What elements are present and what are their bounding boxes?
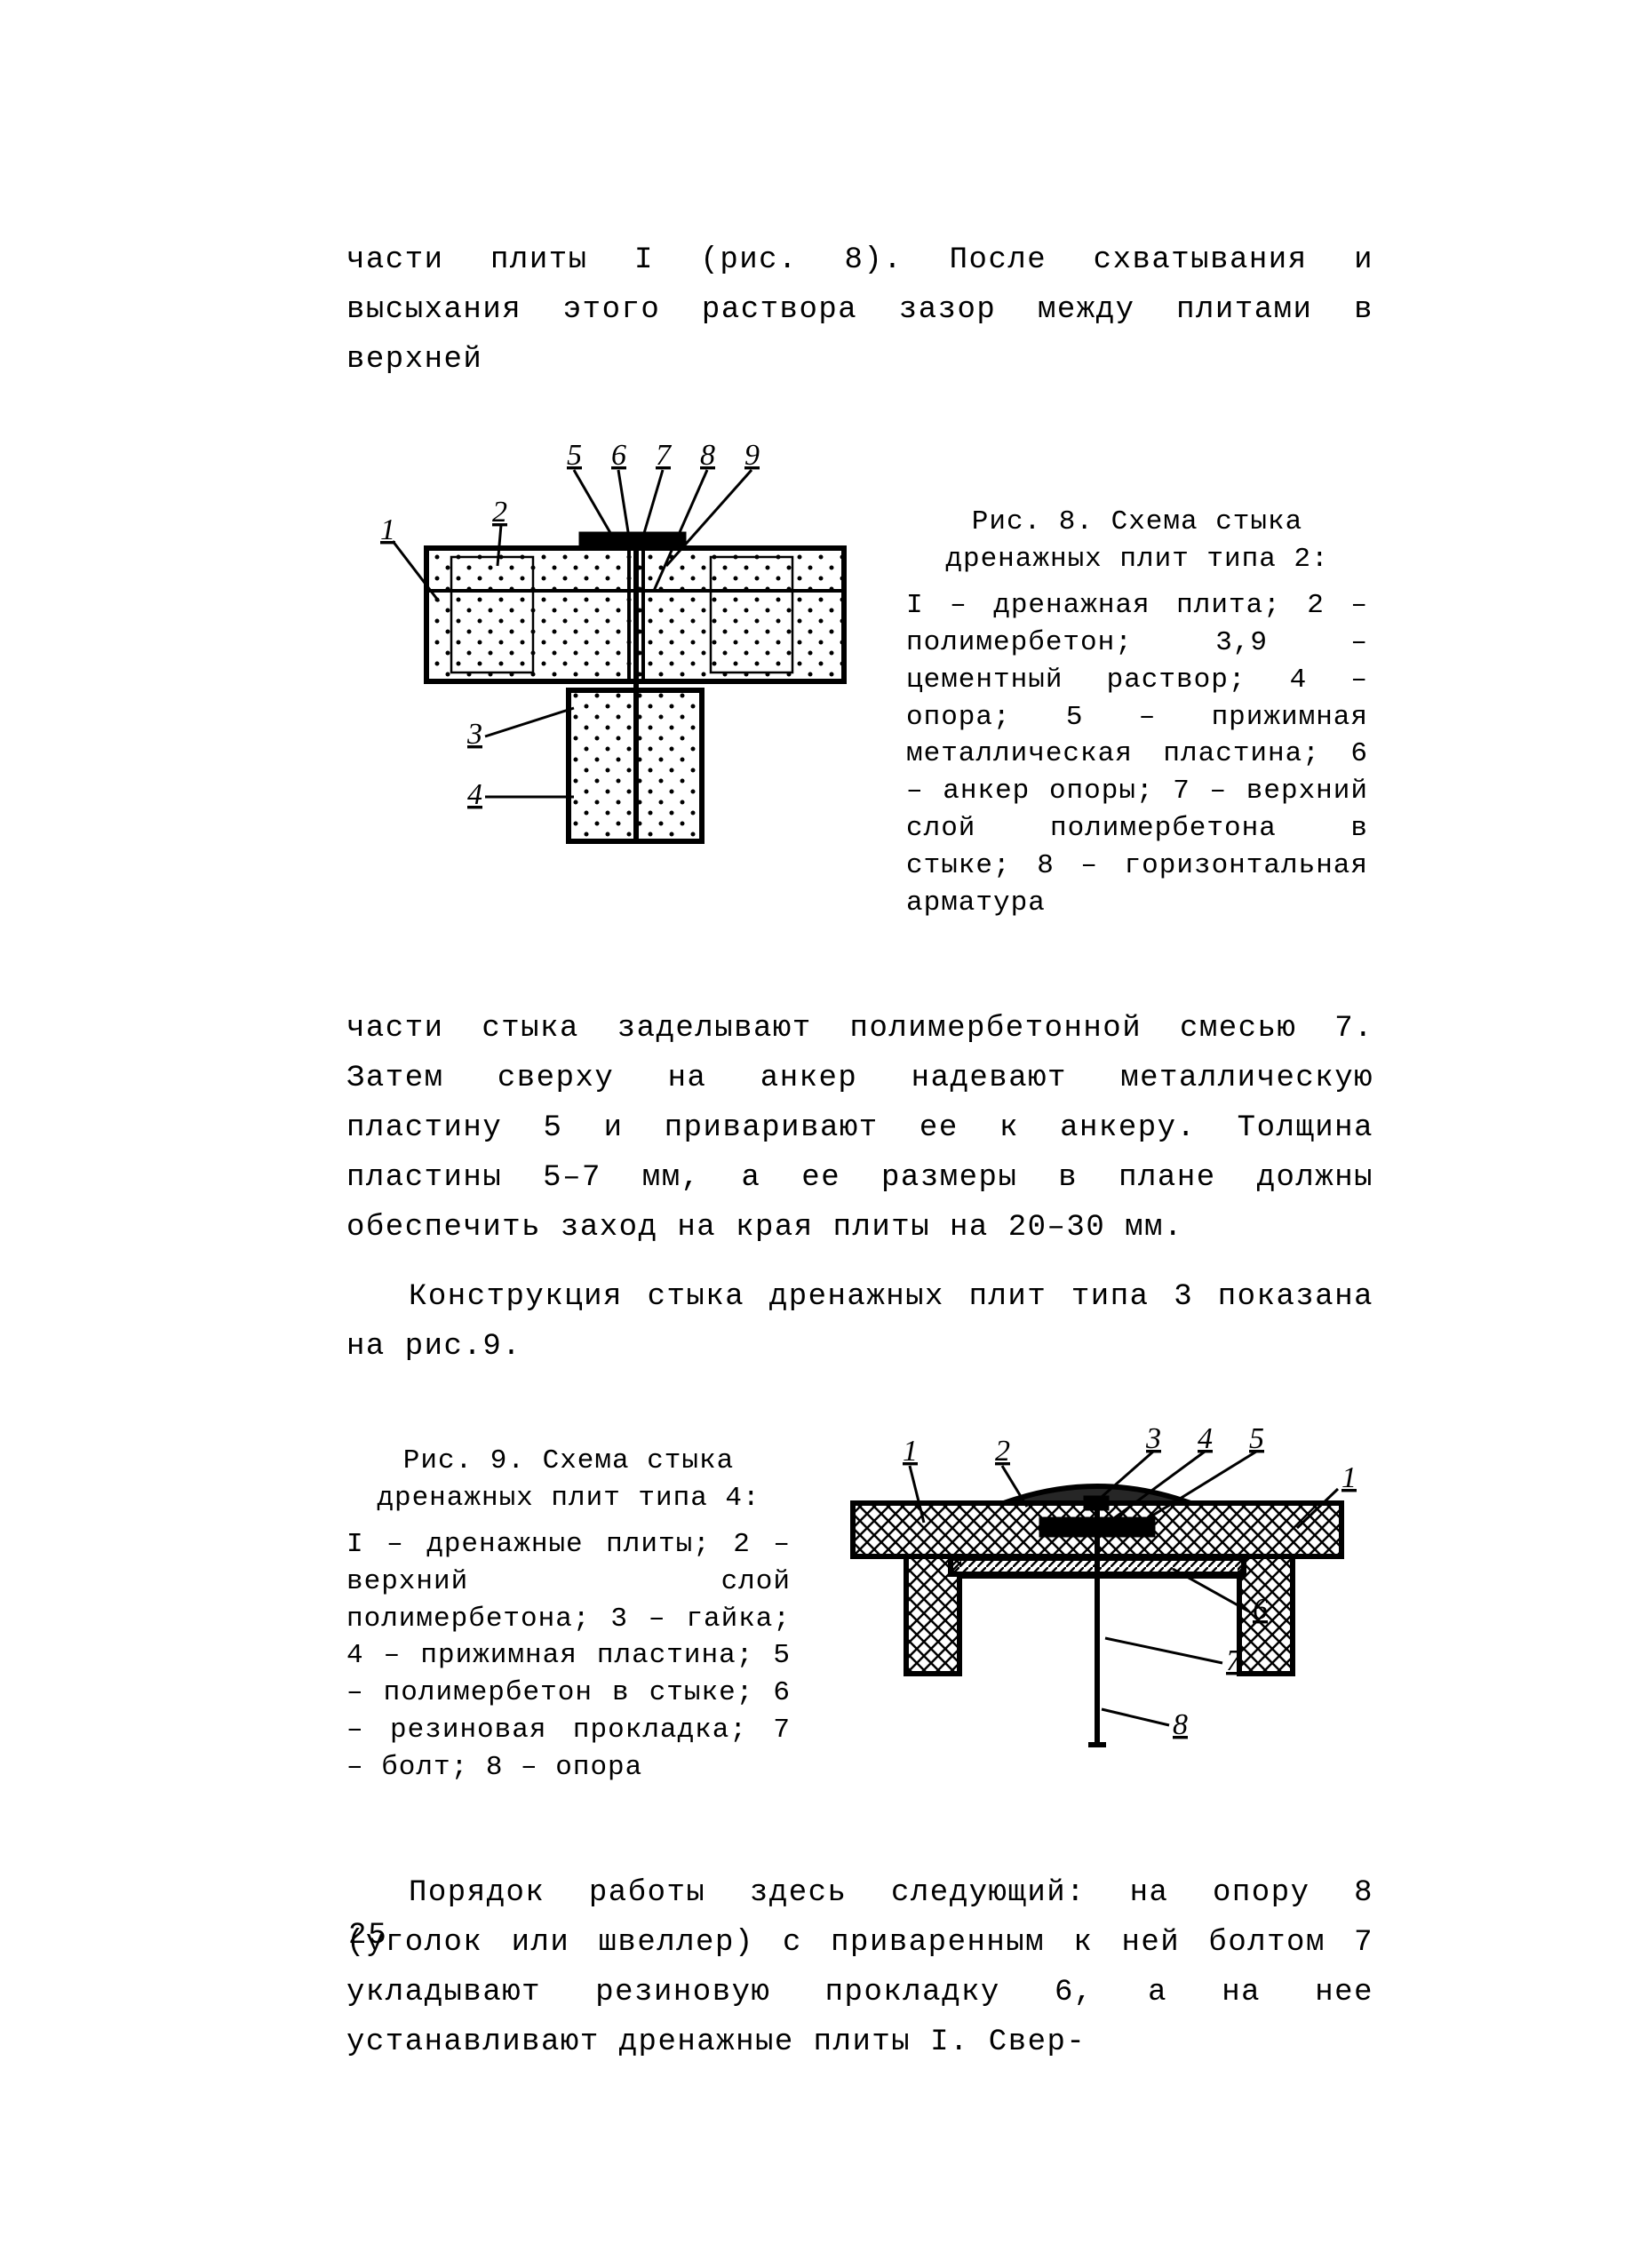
figure-8-block: 5 6 7 8 9 xyxy=(346,424,1373,921)
fig8-callout-7: 7 xyxy=(656,439,673,472)
fig8-title: Рис. 8. Схема стыка дренажных плит типа … xyxy=(906,504,1368,578)
para-mid-1: части стыка заделывают полимербетонной с… xyxy=(346,1004,1373,1253)
fig8-legend: I – дренажная плита; 2 – полимербетон; 3… xyxy=(906,587,1368,922)
figure-9-block: Рис. 9. Схема стыка дренажных плит типа … xyxy=(346,1407,1373,1787)
fig8-callout-4: 4 xyxy=(467,778,482,811)
page-number: 25 xyxy=(348,1919,388,1953)
fig8-callout-8: 8 xyxy=(700,439,715,472)
fig8-callout-2: 2 xyxy=(492,496,507,529)
fig9-callout-3: 3 xyxy=(1145,1422,1161,1455)
fig9-callout-4: 4 xyxy=(1198,1422,1213,1455)
fig8-callout-5: 5 xyxy=(567,439,582,472)
fig9-callout-8: 8 xyxy=(1173,1708,1188,1741)
fig8-callout-6: 6 xyxy=(611,439,626,472)
fig9-callout-2: 2 xyxy=(995,1435,1010,1468)
figure-8-caption: Рис. 8. Схема стыка дренажных плит типа … xyxy=(906,424,1368,921)
para-bottom: Порядок работы здесь следующий: на опору… xyxy=(346,1868,1373,2067)
fig9-callout-1b: 1 xyxy=(1341,1461,1357,1494)
fig8-callout-3: 3 xyxy=(466,718,482,751)
fig9-callout-1a: 1 xyxy=(903,1435,918,1468)
fig9-callout-6: 6 xyxy=(1253,1593,1268,1626)
fig9-callout-7: 7 xyxy=(1226,1644,1243,1677)
fig9-legend: I – дренажные плиты; 2 – верхний слой по… xyxy=(346,1526,791,1787)
fig9-callout-5: 5 xyxy=(1249,1422,1264,1455)
figure-8-drawing: 5 6 7 8 9 xyxy=(346,424,880,872)
para-top: части плиты I (рис. 8). После схватывани… xyxy=(346,235,1373,385)
para-mid-2: Конструкция стыка дренажных плит типа 3 … xyxy=(346,1272,1373,1372)
fig8-callout-9: 9 xyxy=(744,439,760,472)
figure-9-caption: Рис. 9. Схема стыка дренажных плит типа … xyxy=(346,1407,791,1787)
fig9-title: Рис. 9. Схема стыка дренажных плит типа … xyxy=(346,1443,791,1517)
figure-9-drawing: 1 2 3 4 5 1 xyxy=(817,1407,1368,1785)
